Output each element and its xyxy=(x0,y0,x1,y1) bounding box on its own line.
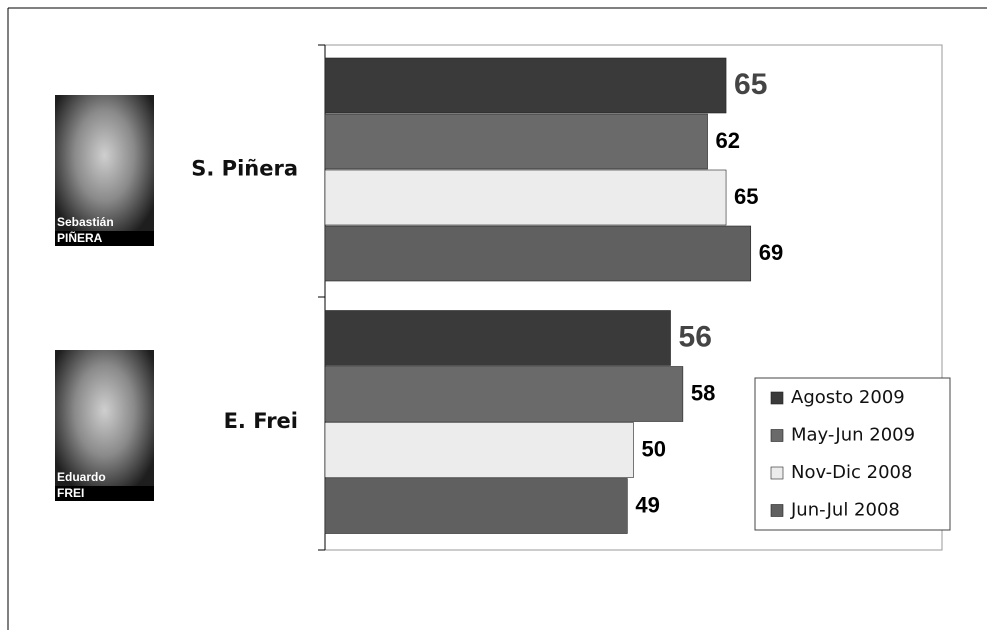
data-label: 65 xyxy=(734,68,767,101)
portrait-last-name: FREI xyxy=(57,486,84,500)
legend-label: Agosto 2009 xyxy=(791,387,905,408)
bar xyxy=(324,310,671,366)
bar xyxy=(324,422,634,478)
category-label: E. Frei xyxy=(224,409,298,433)
portrait-first-name: Sebastián xyxy=(57,215,114,229)
portrait xyxy=(55,350,154,501)
legend-label: May-Jun 2009 xyxy=(791,425,915,446)
caption-bar xyxy=(55,231,154,246)
portrait-first-name: Eduardo xyxy=(57,470,106,484)
portrait-last-name: PIÑERA xyxy=(57,230,103,245)
data-label: 50 xyxy=(642,436,666,461)
legend-swatch xyxy=(770,466,784,480)
bar xyxy=(324,169,727,226)
legend-label: Jun-Jul 2008 xyxy=(790,500,900,521)
bar xyxy=(324,366,684,422)
data-label: 62 xyxy=(716,128,740,153)
bar xyxy=(324,225,752,282)
data-label: 69 xyxy=(759,240,783,265)
legend-swatch xyxy=(770,504,784,517)
data-label: 56 xyxy=(679,320,712,353)
category-label: S. Piñera xyxy=(191,156,298,180)
legend-swatch xyxy=(770,391,784,405)
bar xyxy=(324,478,628,534)
legend-box xyxy=(754,377,951,531)
data-label: 58 xyxy=(691,380,715,405)
bar xyxy=(324,113,708,170)
data-label: 65 xyxy=(734,184,758,209)
caption-bar xyxy=(55,486,154,501)
portrait xyxy=(55,95,154,246)
bar xyxy=(324,57,727,114)
data-label: 49 xyxy=(635,492,659,517)
legend-swatch xyxy=(770,429,784,442)
legend-label: Nov-Dic 2008 xyxy=(791,462,912,483)
